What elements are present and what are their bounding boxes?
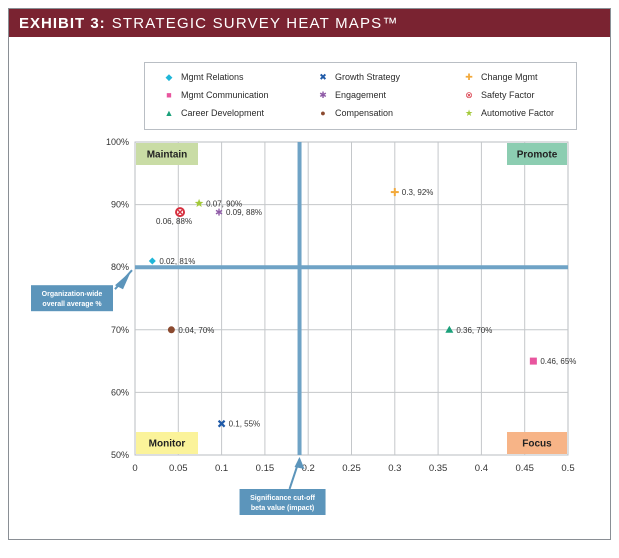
quadrant-maintain-label: Maintain [147, 150, 188, 161]
exhibit-number: EXHIBIT 3: [19, 14, 106, 32]
quadrant-focus-label: Focus [522, 439, 552, 450]
point-growth-strategy-stroke [217, 419, 226, 428]
point-mgmt-communication [529, 357, 537, 365]
legend-item-mgmt-relations: ◆ Mgmt Relations [163, 72, 244, 82]
legend-item-career-development: ▲ Career Development [163, 107, 265, 118]
org-average-callout-line2: overall average % [42, 301, 102, 308]
quadrant-monitor-label: Monitor [149, 439, 186, 450]
point-growth-strategy-stroke [217, 419, 226, 428]
org-average-callout-stem [114, 269, 133, 290]
legend-diamond-icon: ◆ [165, 71, 173, 82]
plot-area [134, 141, 569, 456]
cutoff-callout-box [239, 489, 326, 515]
point-automotive-factor [194, 198, 204, 207]
point-compensation-label: 0.04, 70% [178, 326, 214, 335]
point-growth-strategy [217, 419, 226, 428]
legend-label: Compensation [335, 108, 394, 118]
org-average-callout-box [31, 285, 113, 312]
x-tick-label: 0.3 [388, 463, 401, 474]
y-tick-label: 50% [111, 450, 129, 460]
point-safety-factor-label: 0.06, 88% [156, 217, 192, 226]
point-safety-factor-cross [177, 209, 183, 215]
point-safety-factor-cross [177, 209, 183, 215]
legend-label: Growth Strategy [335, 72, 401, 82]
quadrant-monitor-box [136, 432, 198, 454]
legend-label: Mgmt Relations [181, 72, 244, 82]
org-average-callout-line1: Organization-wide [42, 291, 103, 298]
point-growth-strategy-label: 0.1, 55% [229, 420, 261, 429]
legend-label: Automotive Factor [481, 108, 555, 118]
point-engagement-label: 0.09, 88% [226, 208, 262, 217]
chart-legend: ◆ Mgmt Relations ✖ Growth Strategy ✚ Change M… [144, 62, 577, 130]
point-engagement-stroke [215, 209, 223, 215]
x-tick-label: 0.45 [515, 463, 534, 474]
cutoff-callout-pointer [294, 457, 305, 469]
legend-plus-icon: ✚ [465, 71, 473, 82]
cutoff-callout-stem [288, 458, 301, 490]
y-tick-label: 100% [106, 137, 129, 147]
legend-item-automotive-factor: ★ Automotive Factor [463, 108, 554, 118]
legend-item-mgmt-communication: ■ Mgmt Communication [163, 89, 269, 100]
legend-label: Engagement [335, 90, 387, 100]
legend-label: Safety Factor [481, 90, 535, 100]
legend-item-change-mgmt: ✚ Change Mgmt [463, 71, 538, 82]
x-tick-label: 0 [132, 463, 137, 474]
point-career-development-label: 0.36, 70% [456, 326, 492, 335]
legend-star-icon: ★ [464, 107, 474, 118]
org-average-callout-pointer [115, 271, 131, 290]
legend-label: Change Mgmt [481, 72, 538, 82]
point-engagement [215, 208, 223, 216]
legend-item-safety-factor: ⊗ Safety Factor [463, 89, 535, 100]
y-tick-label: 80% [111, 262, 129, 272]
x-tick-label: 0.5 [561, 463, 574, 474]
x-tick-label: 0.15 [256, 463, 275, 474]
point-change-mgmt [390, 188, 399, 197]
x-tick-label: 0.4 [475, 463, 488, 474]
exhibit-frame: EXHIBIT 3: STRATEGIC SURVEY HEAT MAPS™ ◆… [8, 8, 611, 540]
legend-item-engagement: ✱ Engagement [317, 90, 386, 100]
legend-circle-x-icon: ⊗ [465, 89, 473, 100]
point-engagement-stroke [215, 209, 223, 215]
legend-triangle-icon: ▲ [164, 107, 174, 118]
y-tick-label: 90% [111, 200, 129, 210]
exhibit-header: EXHIBIT 3: STRATEGIC SURVEY HEAT MAPS™ [9, 9, 610, 37]
quadrant-maintain-box [136, 143, 198, 165]
quadrant-promote-box [507, 143, 567, 165]
point-career-development [445, 325, 454, 333]
point-mgmt-relations-label: 0.02, 81% [159, 257, 195, 266]
legend-label: Career Development [181, 108, 265, 118]
x-tick-label: 0.25 [342, 463, 361, 474]
point-safety-factor [175, 207, 186, 218]
cutoff-callout-line2: beta value (impact) [251, 505, 314, 512]
point-mgmt-communication-label: 0.46, 65% [540, 357, 576, 366]
x-tick-label: 0.1 [215, 463, 228, 474]
y-tick-label: 60% [111, 387, 129, 397]
x-tick-label: 0.2 [302, 463, 315, 474]
point-compensation [167, 326, 175, 334]
x-tick-label: 0.05 [169, 463, 188, 474]
legend-x-icon: ✖ [319, 71, 327, 82]
legend-asterisk-icon: ✱ [319, 89, 327, 100]
quadrant-promote-label: Promote [517, 150, 558, 161]
x-tick-label: 0.35 [429, 463, 448, 474]
legend-item-compensation: ● Compensation [317, 108, 393, 118]
legend-label: Mgmt Communication [181, 90, 269, 100]
legend-item-growth-strategy: ✖ Growth Strategy [317, 72, 400, 82]
y-tick-label: 70% [111, 325, 129, 335]
legend-square-icon: ■ [166, 89, 172, 100]
point-change-mgmt-label: 0.3, 92% [402, 188, 434, 197]
legend-dot-icon: ● [320, 107, 326, 118]
exhibit-title: STRATEGIC SURVEY HEAT MAPS™ [111, 14, 399, 32]
point-automotive-factor-label: 0.07, 90% [206, 199, 242, 208]
point-mgmt-relations [148, 257, 156, 265]
quadrant-focus-box [507, 432, 567, 454]
cutoff-callout-line1: Significance cut-off [250, 495, 316, 502]
